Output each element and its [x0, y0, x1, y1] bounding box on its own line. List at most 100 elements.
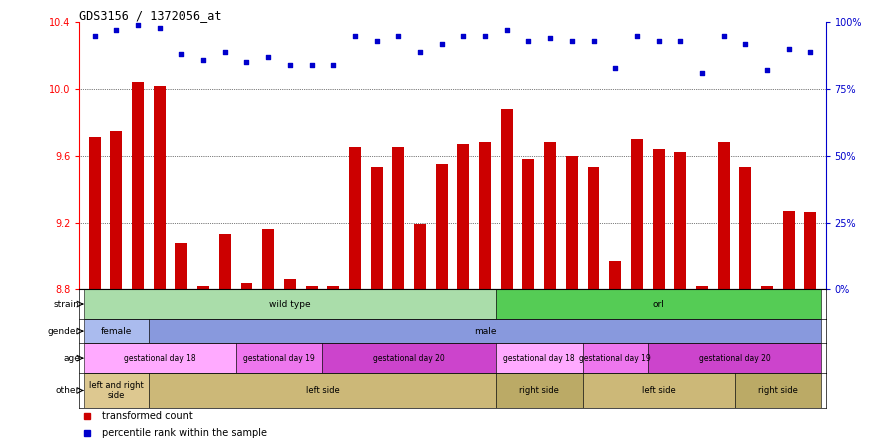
Bar — [523, 159, 534, 289]
Bar — [176, 242, 187, 289]
Bar — [110, 131, 123, 289]
Text: left side: left side — [306, 386, 339, 395]
Bar — [306, 286, 318, 289]
Point — [521, 37, 535, 44]
Bar — [544, 143, 556, 289]
Text: wild type: wild type — [269, 300, 311, 309]
Bar — [328, 286, 339, 289]
Point — [673, 37, 687, 44]
Bar — [371, 167, 382, 289]
Bar — [631, 139, 643, 289]
Point — [153, 24, 167, 31]
Text: left side: left side — [642, 386, 675, 395]
Text: gestational day 19: gestational day 19 — [579, 353, 651, 363]
Bar — [479, 143, 491, 289]
Bar — [349, 147, 361, 289]
Bar — [84, 343, 236, 373]
Bar — [501, 109, 513, 289]
Point — [174, 51, 188, 58]
Bar — [653, 149, 665, 289]
Point — [326, 61, 340, 68]
Bar — [735, 373, 821, 408]
Point — [305, 61, 319, 68]
Point — [804, 48, 818, 55]
Point — [131, 21, 145, 28]
Point — [283, 61, 297, 68]
Bar — [648, 343, 821, 373]
Point — [608, 64, 623, 71]
Text: left and right
side: left and right side — [89, 381, 144, 400]
Text: gestational day 19: gestational day 19 — [243, 353, 315, 363]
Bar — [84, 373, 149, 408]
Point — [434, 40, 449, 47]
Bar — [696, 286, 708, 289]
Point — [760, 67, 774, 74]
Point — [738, 40, 752, 47]
Point — [196, 56, 210, 63]
Bar — [197, 286, 209, 289]
Point — [218, 48, 232, 55]
Text: gestational day 20: gestational day 20 — [698, 353, 770, 363]
Bar — [262, 229, 274, 289]
Text: transformed count: transformed count — [102, 412, 192, 421]
Bar — [496, 289, 821, 319]
Bar — [457, 144, 470, 289]
Point — [413, 48, 427, 55]
Text: right side: right side — [758, 386, 798, 395]
Point — [370, 37, 384, 44]
Bar — [284, 279, 296, 289]
Text: female: female — [101, 327, 132, 336]
Bar — [609, 261, 621, 289]
Text: other: other — [56, 386, 79, 395]
Text: right side: right side — [519, 386, 559, 395]
Bar — [414, 224, 426, 289]
Point — [695, 69, 709, 76]
Bar — [566, 156, 577, 289]
Bar — [496, 373, 583, 408]
Point — [457, 32, 471, 39]
Point — [261, 53, 275, 60]
Bar — [84, 289, 496, 319]
Bar — [435, 164, 448, 289]
Text: orl: orl — [653, 300, 665, 309]
Point — [500, 27, 514, 34]
Bar — [84, 319, 149, 343]
Bar — [718, 143, 729, 289]
Bar — [236, 343, 322, 373]
Text: male: male — [474, 327, 496, 336]
Bar — [149, 373, 496, 408]
Bar — [240, 282, 253, 289]
Text: gestational day 18: gestational day 18 — [503, 353, 575, 363]
Bar — [587, 167, 600, 289]
Bar — [88, 137, 101, 289]
Point — [630, 32, 644, 39]
Bar — [761, 286, 773, 289]
Bar — [154, 86, 166, 289]
Bar — [132, 82, 144, 289]
Point — [565, 37, 579, 44]
Point — [781, 45, 796, 52]
Point — [586, 37, 600, 44]
Text: gestational day 20: gestational day 20 — [374, 353, 445, 363]
Text: percentile rank within the sample: percentile rank within the sample — [102, 428, 267, 438]
Point — [478, 32, 492, 39]
Bar — [322, 343, 496, 373]
Bar — [219, 234, 230, 289]
Bar — [804, 213, 817, 289]
Bar — [583, 373, 735, 408]
Text: age: age — [63, 353, 79, 363]
Text: gender: gender — [48, 327, 79, 336]
Point — [717, 32, 731, 39]
Bar — [496, 343, 583, 373]
Text: gestational day 18: gestational day 18 — [124, 353, 195, 363]
Bar — [583, 343, 648, 373]
Bar — [675, 152, 686, 289]
Bar — [739, 167, 751, 289]
Point — [652, 37, 666, 44]
Bar — [392, 147, 404, 289]
Text: GDS3156 / 1372056_at: GDS3156 / 1372056_at — [79, 9, 222, 22]
Text: strain: strain — [54, 300, 79, 309]
Point — [543, 35, 557, 42]
Point — [391, 32, 405, 39]
Point — [87, 32, 102, 39]
